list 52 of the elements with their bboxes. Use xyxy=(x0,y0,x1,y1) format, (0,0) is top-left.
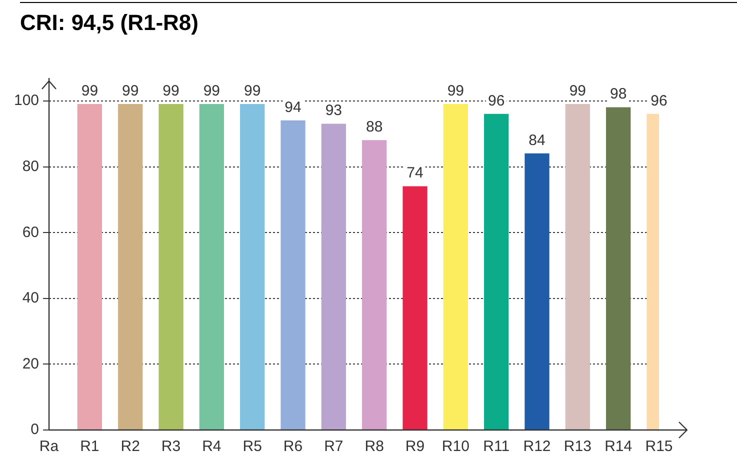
data-label: 98 xyxy=(610,86,627,103)
bar xyxy=(280,120,306,430)
bar xyxy=(606,107,631,430)
bar xyxy=(484,114,509,430)
bar xyxy=(402,186,428,430)
x-tick-label: R4 xyxy=(202,438,222,456)
x-tick-label: R1 xyxy=(80,438,100,456)
bar xyxy=(158,104,184,430)
y-tick-label: 0 xyxy=(30,421,40,438)
x-tick-label: Ra xyxy=(39,438,60,456)
bar xyxy=(362,140,387,430)
data-label: 99 xyxy=(244,82,261,100)
bar xyxy=(524,153,550,430)
x-tick-label: R8 xyxy=(364,438,384,456)
data-label: 74 xyxy=(406,164,424,182)
bar xyxy=(321,124,346,430)
y-tick-label: 20 xyxy=(22,355,40,372)
bar xyxy=(443,104,468,430)
data-label: 99 xyxy=(122,82,139,100)
bar xyxy=(199,104,224,430)
x-tick-label: R10 xyxy=(442,438,470,456)
data-label: 99 xyxy=(81,82,98,100)
data-label: 93 xyxy=(325,102,342,120)
x-tick-label: R6 xyxy=(283,438,303,456)
x-tick-label: R13 xyxy=(564,438,592,456)
data-label: 99 xyxy=(447,82,464,100)
bar xyxy=(77,104,102,430)
x-tick-label: R15 xyxy=(645,438,673,456)
data-label: 96 xyxy=(488,92,505,110)
y-tick-label: 100 xyxy=(14,92,40,110)
x-tick-label: R14 xyxy=(604,438,632,456)
data-label: 96 xyxy=(650,92,668,110)
x-tick-label: R7 xyxy=(324,438,344,456)
y-tick-label: 80 xyxy=(22,158,40,175)
bar xyxy=(118,104,143,430)
data-label: 99 xyxy=(203,82,220,100)
data-label: 84 xyxy=(528,132,546,149)
y-tick-label: 60 xyxy=(22,224,40,241)
data-label: 99 xyxy=(569,82,586,100)
y-tick-label: 40 xyxy=(22,290,40,307)
data-label: 94 xyxy=(284,98,302,116)
x-tick-label: R2 xyxy=(120,438,140,456)
x-tick-label: R11 xyxy=(483,438,510,456)
bar xyxy=(565,104,590,430)
data-label: 99 xyxy=(162,82,180,100)
x-tick-label: R12 xyxy=(523,438,551,456)
chart-title: CRI: 94,5 (R1-R8) xyxy=(20,10,198,36)
x-tick-label: R9 xyxy=(405,438,425,456)
bar xyxy=(240,104,265,430)
x-tick-label: R5 xyxy=(242,438,262,456)
x-tick-label: R3 xyxy=(161,438,181,456)
data-label: 88 xyxy=(366,118,383,136)
